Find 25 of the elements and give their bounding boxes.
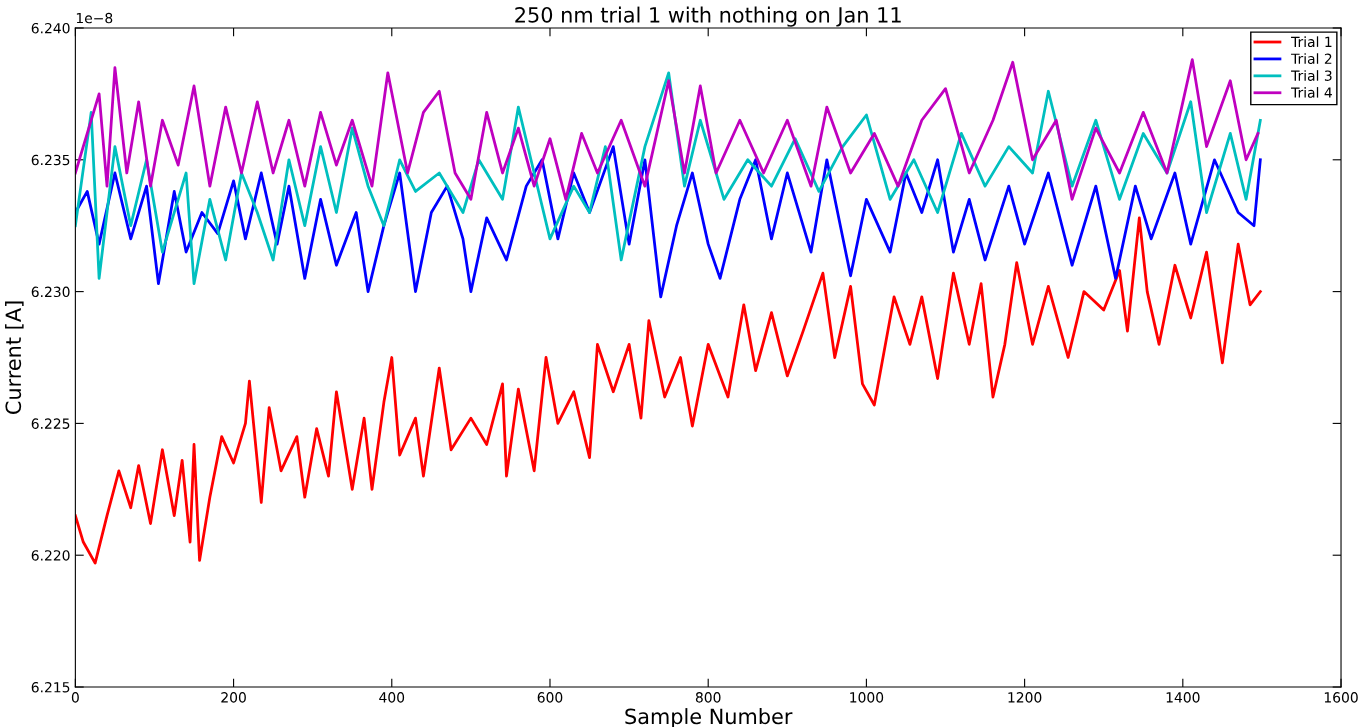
y-tick-label: 6.215 bbox=[31, 681, 70, 693]
legend-label: Trial 1 bbox=[1291, 36, 1332, 48]
x-tick-label: 1400 bbox=[1166, 692, 1200, 703]
y-tick-label: 6.230 bbox=[31, 286, 70, 298]
x-tick-label: 800 bbox=[695, 692, 721, 703]
legend-label: Trial 2 bbox=[1291, 53, 1332, 64]
x-tick-label: 1200 bbox=[1008, 692, 1042, 703]
chart-title: 250 nm trial 1 with nothing on Jan 11 bbox=[515, 6, 901, 27]
x-tick-label: 1000 bbox=[850, 692, 884, 703]
y-tick-label: 6.225 bbox=[31, 418, 70, 429]
x-tick-label: 400 bbox=[379, 692, 405, 703]
x-tick-label: 0 bbox=[71, 692, 79, 703]
x-tick-label: 600 bbox=[537, 692, 563, 703]
line-series bbox=[75, 58, 1260, 201]
line-series bbox=[75, 216, 1262, 565]
x-tick-label: 1600 bbox=[1324, 692, 1358, 703]
y-axis-title: Current [A] bbox=[5, 301, 24, 415]
line-series bbox=[75, 71, 1262, 286]
y-tick-label: 6.235 bbox=[31, 154, 70, 166]
legend-label: Trial 3 bbox=[1291, 70, 1332, 81]
text: 1e−8 bbox=[76, 12, 113, 24]
y-tick-label: 6.220 bbox=[31, 550, 70, 561]
legend-label: Trial 4 bbox=[1291, 87, 1332, 98]
y-tick-label: 6.240 bbox=[31, 22, 70, 34]
x-tick-label: 200 bbox=[221, 692, 246, 703]
